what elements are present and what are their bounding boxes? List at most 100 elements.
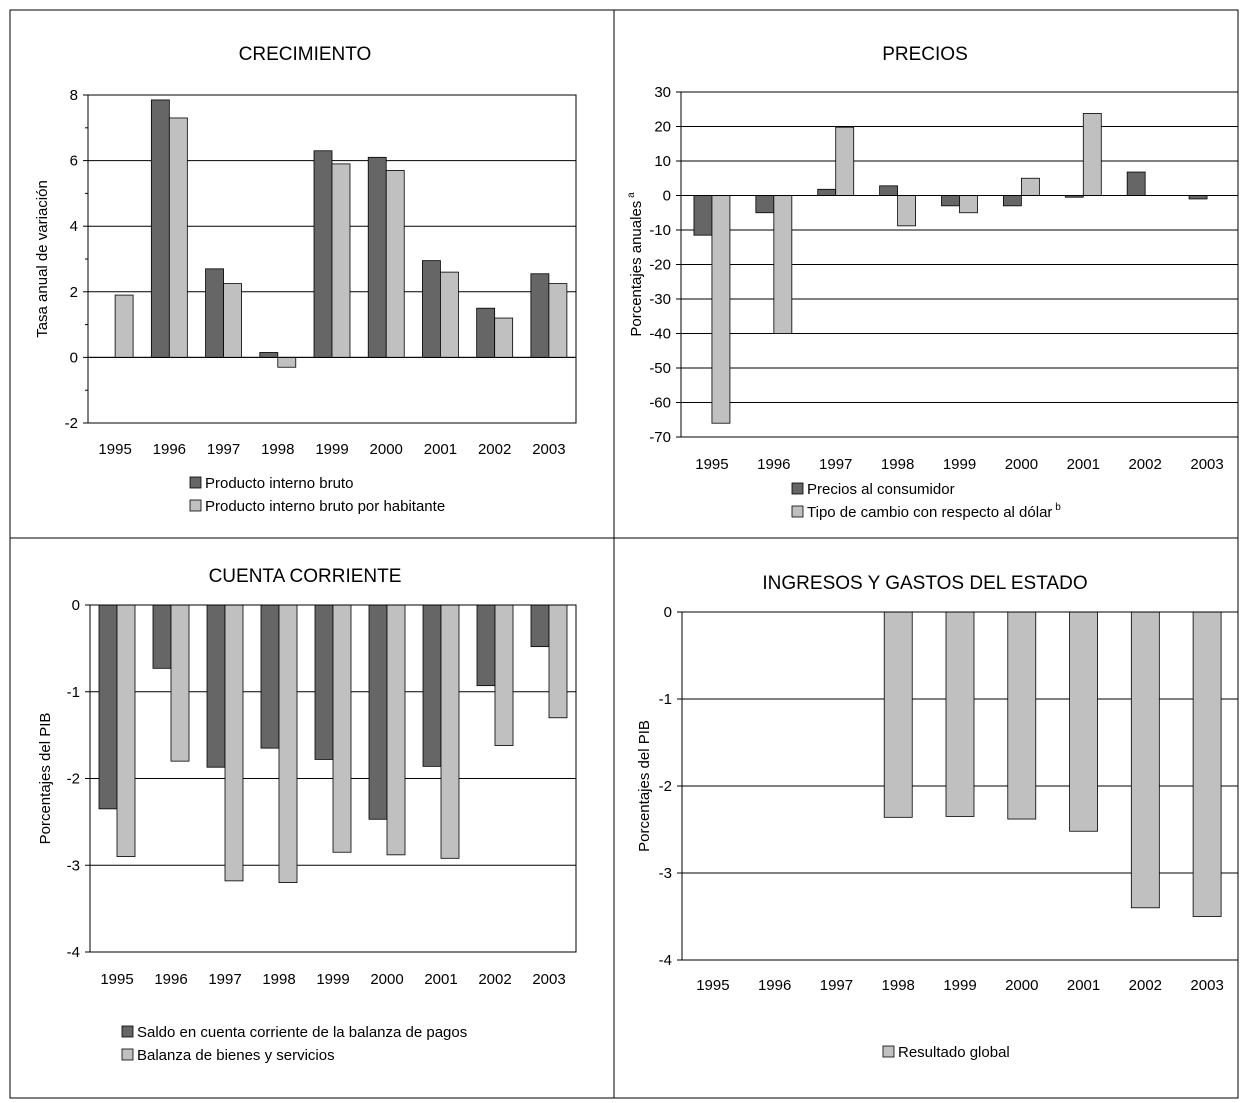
bar bbox=[422, 260, 441, 358]
legend-label: Producto interno bruto por habitante bbox=[205, 498, 445, 515]
x-tick-label: 1995 bbox=[696, 977, 729, 994]
bar bbox=[278, 604, 298, 884]
y-tick-label: -3 bbox=[67, 857, 80, 874]
x-tick-label: 1995 bbox=[100, 971, 133, 988]
y-tick-label: 0 bbox=[70, 349, 78, 366]
x-tick-label: 2003 bbox=[1190, 456, 1223, 473]
x-tick-label: 1998 bbox=[882, 977, 915, 994]
legend-swatch bbox=[189, 499, 202, 512]
legend-swatch bbox=[791, 482, 804, 495]
bar bbox=[1192, 611, 1222, 917]
legend-label: Precios al consumidor bbox=[807, 481, 955, 498]
legend-label-superscript: b bbox=[1052, 502, 1061, 513]
bar bbox=[440, 271, 459, 358]
x-tick-label: 2000 bbox=[370, 971, 403, 988]
bar bbox=[959, 195, 978, 214]
y-tick-label: 2 bbox=[70, 284, 78, 301]
y-tick-label: -10 bbox=[649, 222, 671, 239]
bar bbox=[223, 283, 242, 358]
bar bbox=[150, 99, 170, 358]
bar bbox=[440, 604, 460, 859]
legend-label: Resultado global bbox=[898, 1044, 1010, 1061]
x-tick-label: 2001 bbox=[1067, 977, 1100, 994]
x-tick-label: 1995 bbox=[98, 441, 131, 458]
bar bbox=[945, 611, 975, 817]
x-tick-label: 1998 bbox=[262, 971, 295, 988]
bar bbox=[1002, 195, 1022, 207]
x-tick-label: 1996 bbox=[154, 971, 187, 988]
y-tick-label: -2 bbox=[67, 771, 80, 788]
bar bbox=[1082, 112, 1102, 196]
bar bbox=[114, 294, 134, 358]
y-axis-label: Porcentajes del PIB bbox=[37, 713, 54, 845]
x-tick-label: 2003 bbox=[1190, 977, 1223, 994]
bar bbox=[1007, 611, 1037, 820]
y-axis-label-superscript: a bbox=[626, 192, 637, 201]
y-axis-label: Porcentajes del PIB bbox=[636, 720, 653, 852]
bar bbox=[314, 604, 334, 760]
bar bbox=[1188, 195, 1208, 200]
bar bbox=[277, 356, 297, 368]
panel-precios: PRECIOS -70 -60 -50 -40 -30 -20 -10 0 10 20 30 Porce… bbox=[626, 44, 1239, 521]
y-tick-label: -3 bbox=[659, 865, 672, 882]
y-tick-label: -60 bbox=[649, 395, 671, 412]
y-tick-label: -4 bbox=[659, 952, 672, 969]
bar bbox=[313, 150, 333, 358]
y-tick-label: -1 bbox=[659, 691, 672, 708]
bar bbox=[386, 604, 406, 856]
chart-title: CUENTA CORRIENTE bbox=[209, 566, 402, 587]
y-tick-label: 8 bbox=[70, 87, 78, 104]
chart-title: INGRESOS Y GASTOS DEL ESTADO bbox=[762, 573, 1087, 594]
x-tick-label: 2003 bbox=[532, 441, 565, 458]
panel-frame bbox=[9, 9, 1239, 1099]
x-tick-label: 2002 bbox=[1129, 977, 1162, 994]
legend-label: Saldo en cuenta corriente de la balanza … bbox=[137, 1024, 467, 1041]
panel-crecimiento: CRECIMIENTO -2 0 2 4 6 8 Tasa anual de variació… bbox=[34, 44, 577, 515]
legend-swatch bbox=[121, 1048, 134, 1061]
bar bbox=[941, 195, 960, 207]
y-axis-label: Tasa anual de variación bbox=[34, 180, 51, 338]
legend-swatch bbox=[189, 476, 202, 489]
x-tick-label: 1999 bbox=[943, 977, 976, 994]
y-axis-label: Porcentajes anuales a bbox=[626, 192, 645, 337]
x-tick-label: 1998 bbox=[881, 456, 914, 473]
x-tick-label: 2000 bbox=[370, 441, 403, 458]
x-tick-label: 1999 bbox=[943, 456, 976, 473]
x-tick-label: 1997 bbox=[207, 441, 240, 458]
bar bbox=[331, 163, 351, 358]
bar bbox=[548, 283, 568, 358]
bar bbox=[530, 273, 550, 358]
bar bbox=[897, 195, 917, 227]
y-tick-label: -2 bbox=[659, 778, 672, 795]
y-tick-label: -30 bbox=[649, 291, 671, 308]
x-tick-label: 2001 bbox=[424, 441, 457, 458]
legend-label: Balanza de bienes y servicios bbox=[137, 1047, 335, 1064]
bar bbox=[548, 604, 568, 719]
bar bbox=[883, 611, 913, 818]
x-tick-label: 2000 bbox=[1005, 977, 1038, 994]
bar bbox=[116, 604, 136, 857]
y-tick-label: 30 bbox=[654, 84, 671, 101]
x-tick-label: 2001 bbox=[1067, 456, 1100, 473]
y-tick-label: -1 bbox=[67, 684, 80, 701]
bar bbox=[835, 126, 855, 196]
bar bbox=[168, 117, 188, 358]
bar bbox=[773, 195, 793, 334]
bar bbox=[1130, 611, 1160, 909]
x-tick-label: 2002 bbox=[478, 971, 511, 988]
legend-swatch bbox=[121, 1025, 134, 1038]
y-tick-label: 0 bbox=[72, 597, 80, 614]
panel-ingresos-gastos: INGRESOS Y GASTOS DEL ESTADO -4 -3 -2 -1 0 Por… bbox=[636, 573, 1239, 1061]
bar bbox=[476, 604, 496, 687]
x-tick-label: 2001 bbox=[424, 971, 457, 988]
bar bbox=[1126, 171, 1146, 196]
legend-swatch bbox=[791, 505, 804, 518]
y-tick-label: -50 bbox=[649, 360, 671, 377]
bar bbox=[711, 195, 731, 424]
x-tick-label: 1996 bbox=[757, 456, 790, 473]
y-tick-label: 10 bbox=[654, 153, 671, 170]
bar bbox=[367, 156, 387, 358]
legend-swatch bbox=[882, 1045, 895, 1058]
bar bbox=[98, 604, 118, 810]
